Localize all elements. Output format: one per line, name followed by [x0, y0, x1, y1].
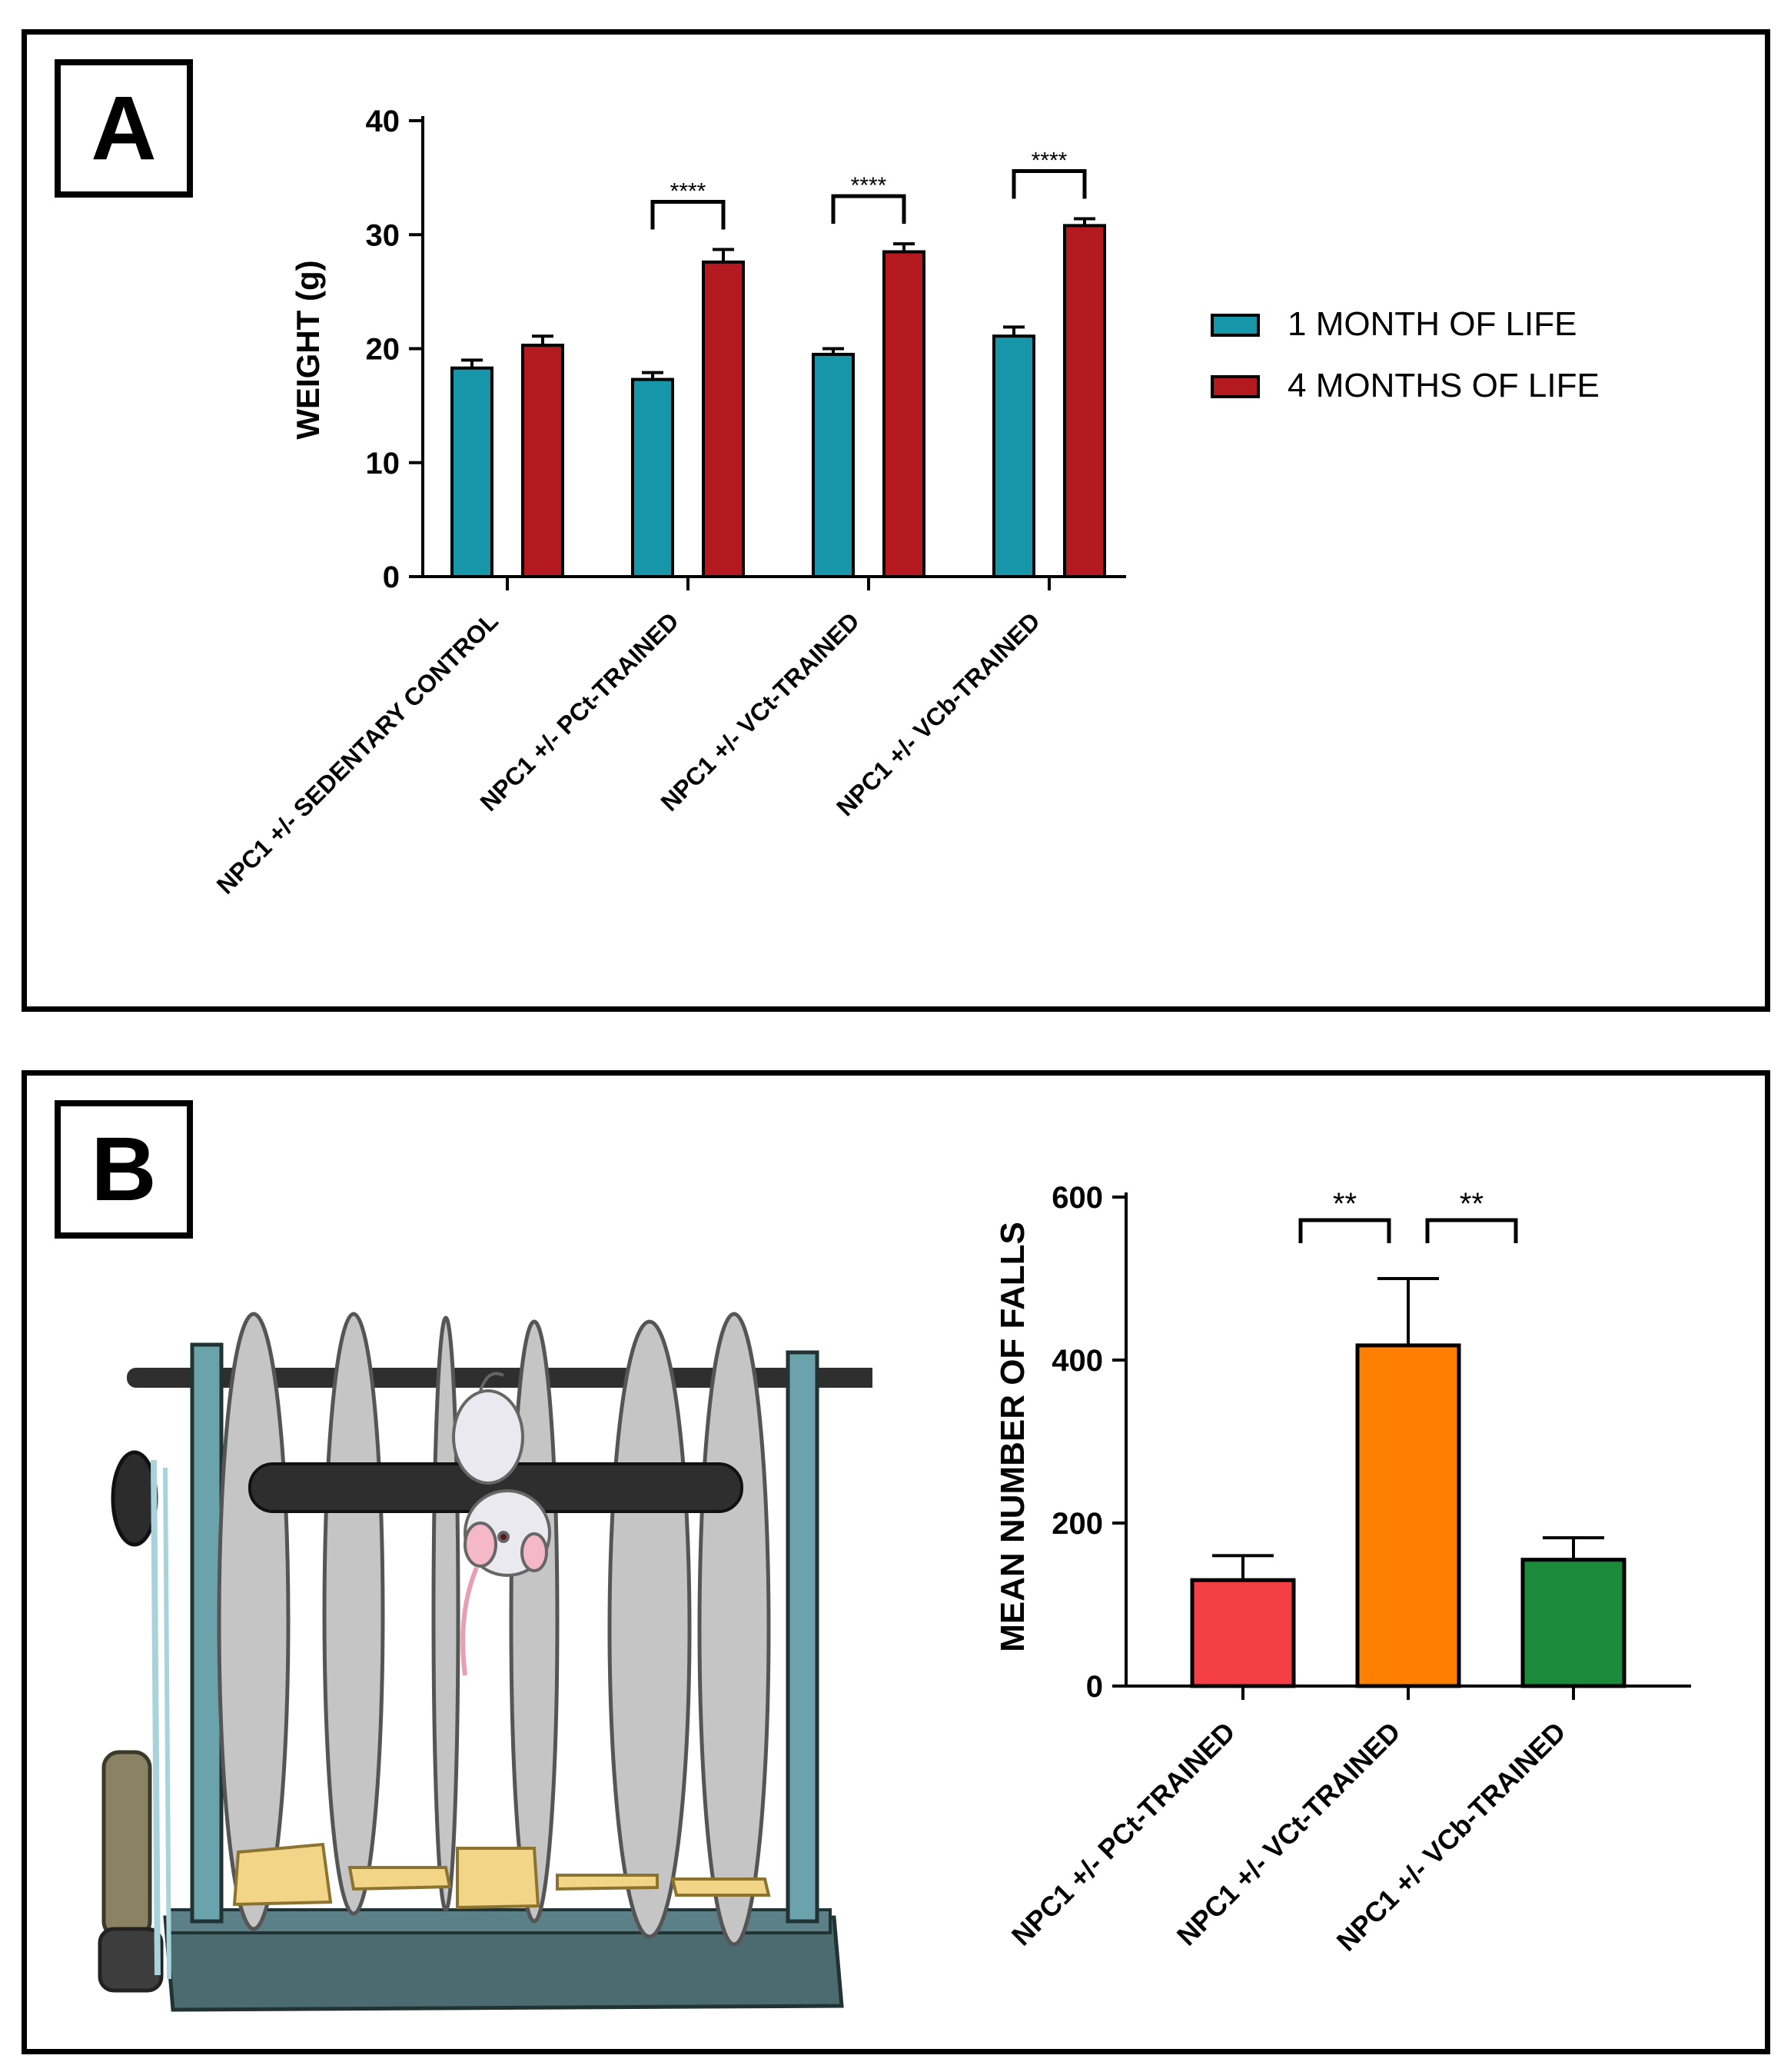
- bar-1-month: [631, 377, 674, 578]
- panel-b: B: [22, 1070, 1770, 2054]
- x-tick-label: NPC1 +/- PCt-TRAINED: [474, 607, 683, 816]
- chart-a-weight: 0 10 20 30 40 WEIGHT (g) NPC1 +/- SEDENTARY CO…: [211, 105, 1600, 900]
- y-tick-label: 600: [1052, 1181, 1103, 1215]
- legend-label: 1 MONTH OF LIFE: [1288, 305, 1577, 343]
- bar-1-month: [992, 334, 1035, 578]
- y-tick-label: 200: [1052, 1507, 1103, 1541]
- panel-label-b: B: [55, 1100, 193, 1239]
- y-tick-label: 10: [366, 447, 400, 481]
- significance-bracket: [1425, 1218, 1518, 1243]
- y-tick-label: 0: [1086, 1670, 1103, 1704]
- y-tick-label: 30: [366, 218, 400, 252]
- x-tick-label: NPC1 +/- VCb-TRAINED: [831, 607, 1045, 821]
- significance-bracket: [650, 200, 726, 230]
- y-tick-label: 40: [366, 105, 400, 138]
- y-axis-label: MEAN NUMBER OF FALLS: [994, 1222, 1032, 1652]
- legend-swatch: [1211, 375, 1260, 398]
- panel-label-a: A: [55, 59, 193, 198]
- bar-4-months: [702, 260, 745, 578]
- panel-a: A 0 10 20 30 40 WEIGHT (g) NPC1 +/- SEDENTARY …: [22, 29, 1770, 1012]
- y-tick-label: 20: [366, 333, 400, 367]
- bar: [1355, 1343, 1461, 1688]
- significance-label: ****: [851, 173, 887, 198]
- x-tick-label: NPC1 +/- VCt-TRAINED: [655, 607, 864, 816]
- legend-label: 4 MONTHS OF LIFE: [1288, 367, 1600, 404]
- significance-bracket: [1012, 168, 1087, 199]
- rotarod-illustration: [98, 1312, 872, 2012]
- significance-label: **: [1333, 1187, 1357, 1221]
- bar-4-months: [882, 250, 925, 578]
- significance-bracket: [1298, 1218, 1391, 1243]
- bar-4-months: [521, 344, 564, 578]
- y-tick-label: 0: [383, 560, 400, 594]
- significance-label: **: [1460, 1187, 1484, 1221]
- x-tick-label: NPC1 +/- SEDENTARY CONTROL: [211, 607, 503, 899]
- bar-1-month: [450, 366, 493, 578]
- bar-1-month: [812, 352, 855, 578]
- y-axis-label: WEIGHT (g): [290, 260, 326, 439]
- bar: [1520, 1558, 1627, 1688]
- bar: [1190, 1578, 1296, 1688]
- significance-bracket: [831, 194, 906, 224]
- y-tick-label: 400: [1052, 1344, 1103, 1378]
- legend-swatch: [1211, 314, 1260, 337]
- bar-4-months: [1063, 224, 1106, 578]
- significance-label: ****: [1032, 148, 1068, 173]
- significance-label: ****: [670, 179, 706, 205]
